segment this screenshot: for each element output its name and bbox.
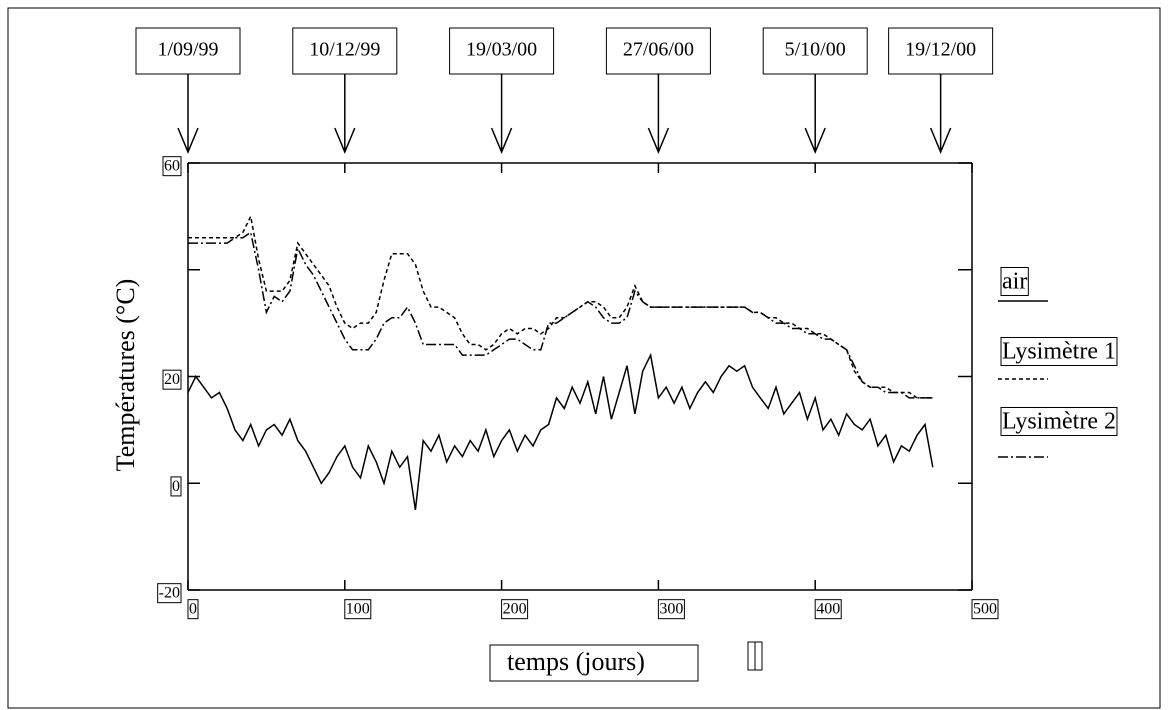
annotation-text: 19/03/00 xyxy=(466,39,537,61)
label-box xyxy=(814,599,842,620)
annotation-arrow xyxy=(490,74,513,154)
label-box xyxy=(162,156,182,177)
y-axis-label: Températures (°C) xyxy=(111,279,140,472)
legend-label: Lysimètre 1 xyxy=(1002,339,1116,365)
x-label-box xyxy=(489,644,699,682)
x-tick-label: 300 xyxy=(659,601,683,618)
label-box xyxy=(1000,267,1029,297)
annotation-arrow xyxy=(334,74,356,154)
label-box xyxy=(162,369,182,390)
annotation-text: 10/12/99 xyxy=(309,39,380,61)
series-line xyxy=(187,352,934,511)
annotation-text: 1/09/99 xyxy=(157,39,218,61)
annotation-text: 27/06/00 xyxy=(623,39,694,61)
label-box xyxy=(344,599,372,620)
x-tick-label: 500 xyxy=(973,601,997,618)
x-tick-label: 0 xyxy=(189,601,197,618)
annotation-arrow xyxy=(647,74,670,154)
label-box xyxy=(1000,407,1118,437)
page-border xyxy=(7,7,1161,709)
annotation-arrow xyxy=(804,74,826,154)
label-box xyxy=(971,599,999,620)
label-box xyxy=(501,599,529,620)
x-tick-label: 200 xyxy=(503,601,527,618)
annotation-text: 5/10/00 xyxy=(785,39,846,61)
y-tick-label: -20 xyxy=(159,585,180,602)
label-box xyxy=(657,599,685,620)
y-tick-label: 0 xyxy=(172,478,180,495)
series-line xyxy=(188,214,933,399)
legend-label: air xyxy=(1002,269,1027,295)
y-tick-label: 60 xyxy=(164,158,180,175)
x-tick-label: 100 xyxy=(346,601,370,618)
legend-label: Lysimètre 2 xyxy=(1002,409,1116,435)
annotation-text: 19/12/00 xyxy=(905,39,976,61)
x-tick-label: 400 xyxy=(816,601,840,618)
y-tick-label: 20 xyxy=(164,371,180,388)
annotation-arrow xyxy=(177,74,199,154)
label-box xyxy=(170,476,182,497)
plot-frame xyxy=(187,162,973,591)
annotation-arrow xyxy=(929,74,952,154)
label-box xyxy=(187,599,199,620)
label-box xyxy=(157,583,182,604)
series-line xyxy=(188,231,933,399)
label-box xyxy=(1000,337,1118,367)
x-axis-label: temps (jours) xyxy=(507,647,645,676)
